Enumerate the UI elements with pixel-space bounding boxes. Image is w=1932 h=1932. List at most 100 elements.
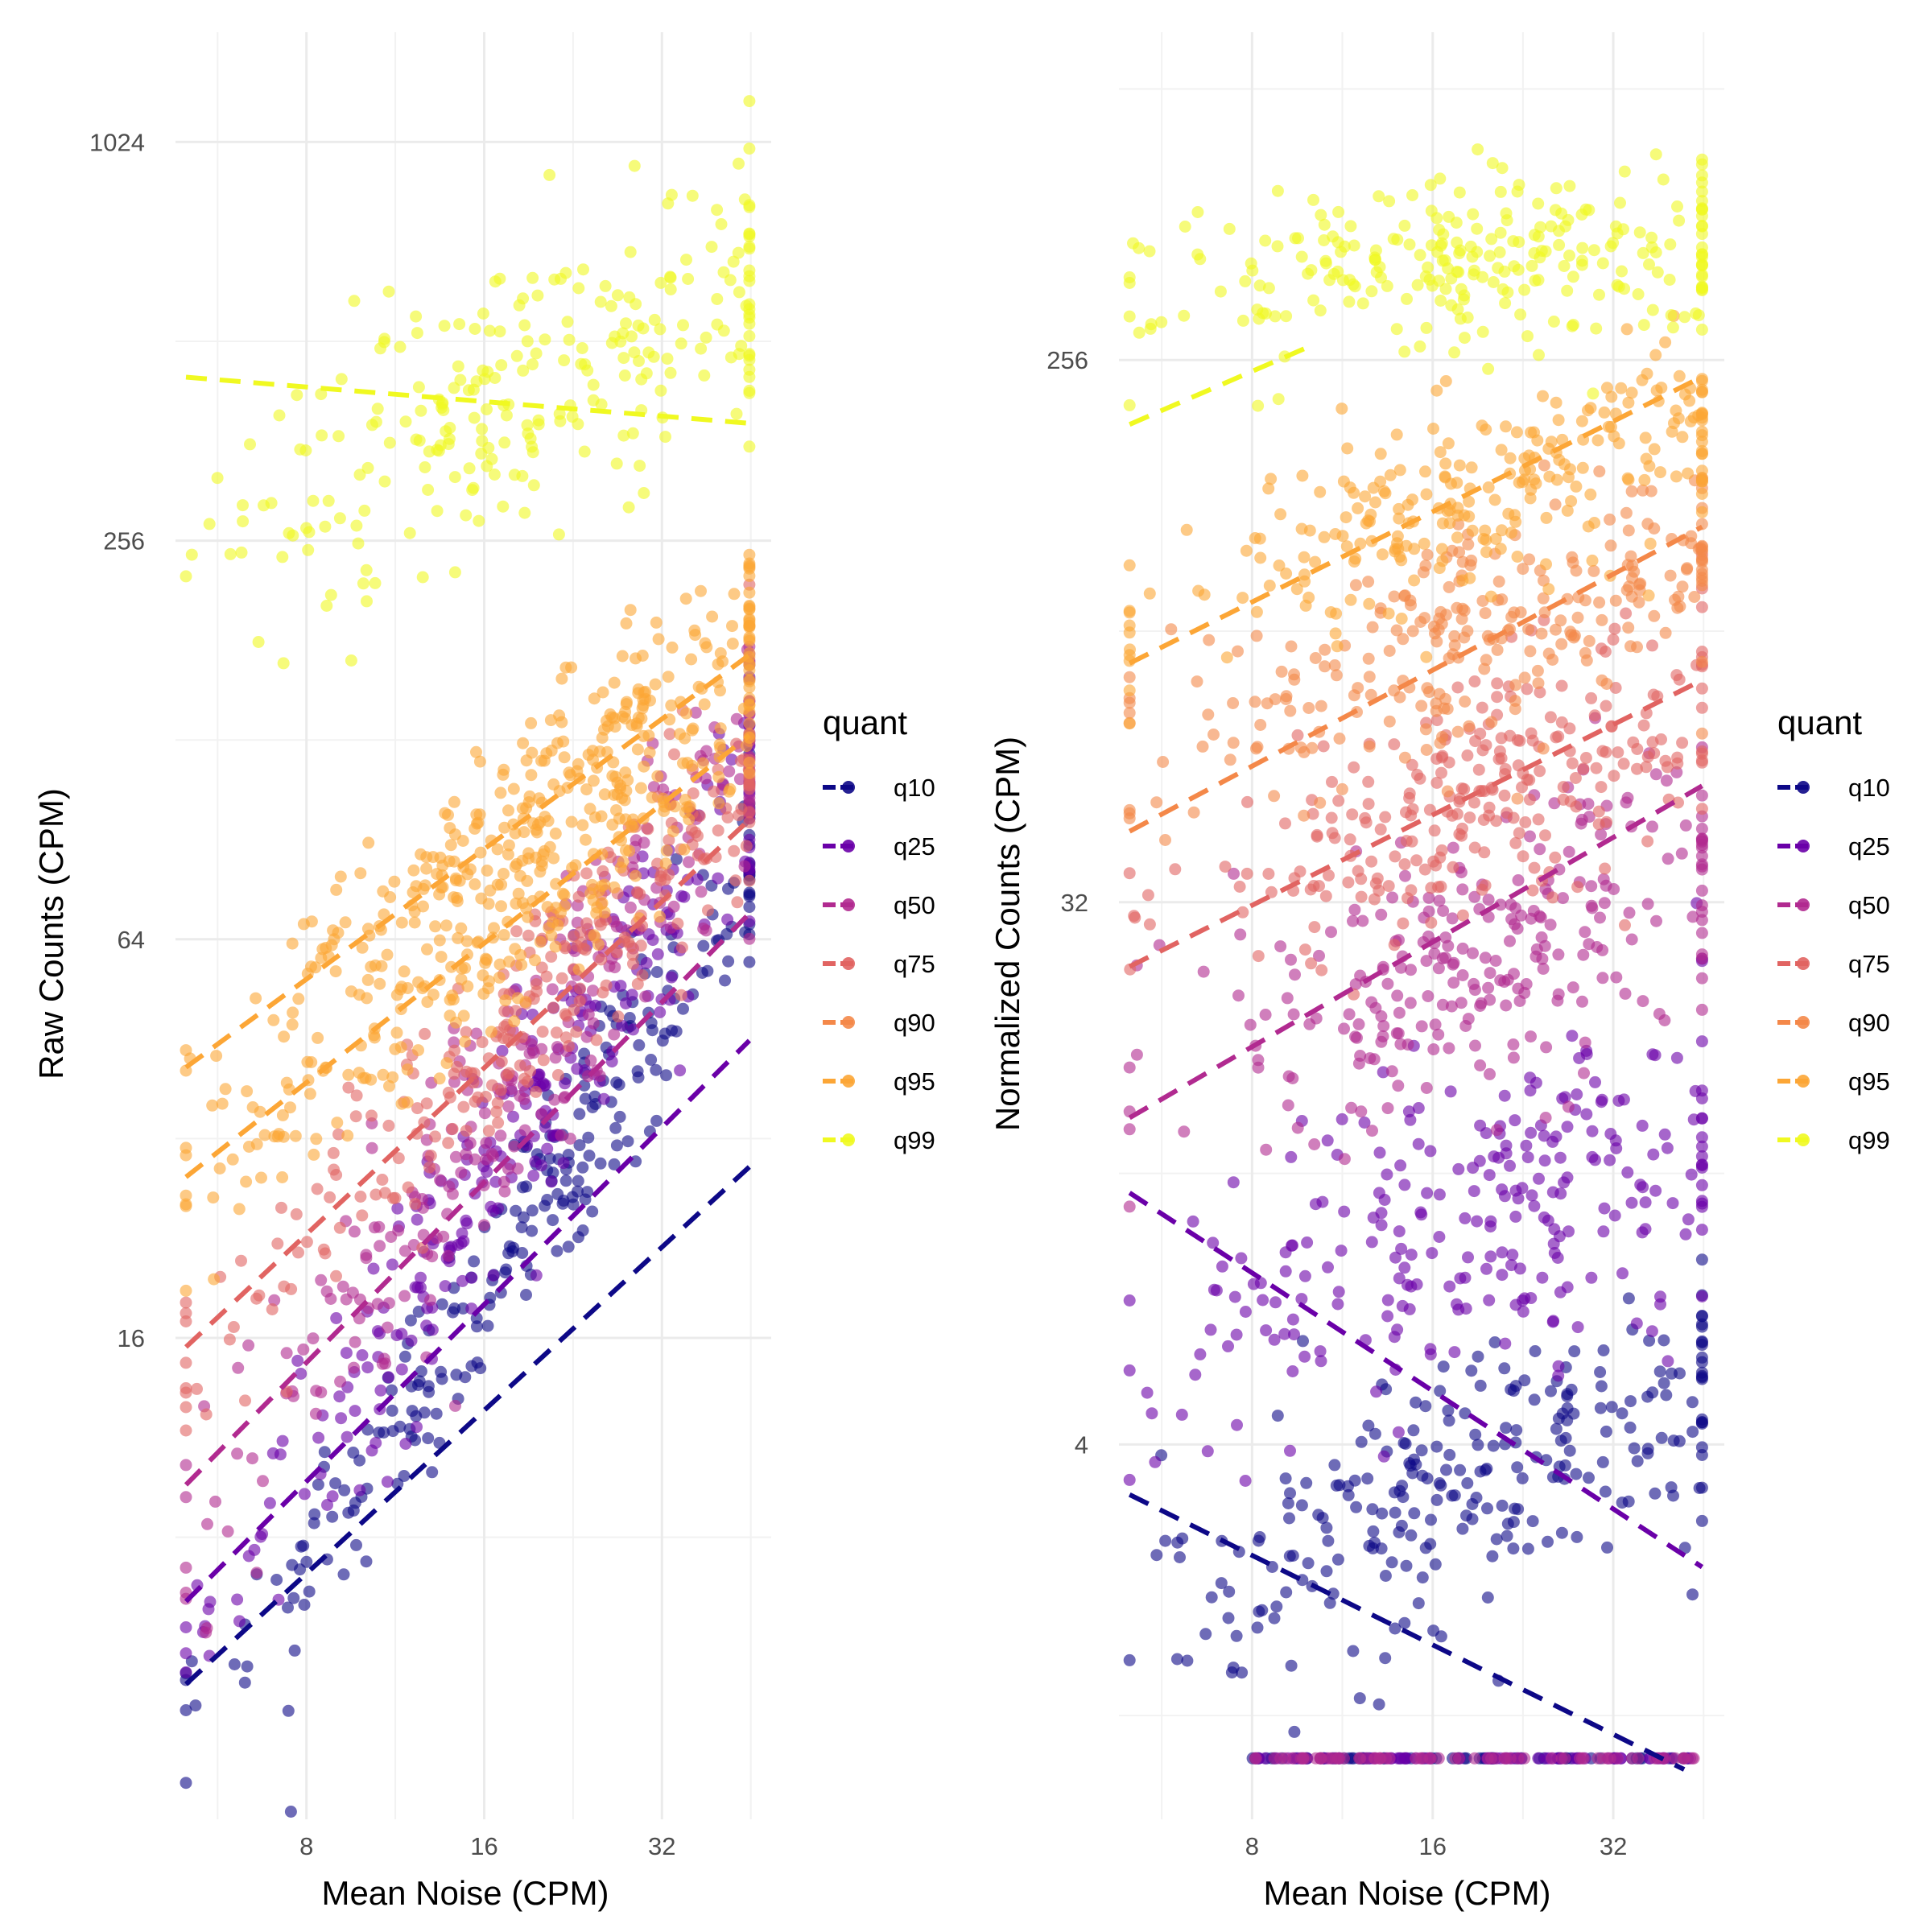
legend-label-q10: q10 xyxy=(894,774,935,802)
data-point-q25 xyxy=(1589,1154,1601,1166)
data-point-q50 xyxy=(1582,798,1595,811)
data-point-q25 xyxy=(1412,1137,1425,1150)
data-point-q90 xyxy=(608,881,621,894)
data-point-q50 xyxy=(1468,977,1480,990)
data-point-q50 xyxy=(1436,952,1449,964)
data-point-q90 xyxy=(651,770,664,782)
data-point-q90 xyxy=(1328,659,1341,671)
data-point-q10 xyxy=(516,1181,529,1194)
data-point-q99 xyxy=(577,263,589,276)
data-point-q99 xyxy=(1307,294,1320,307)
data-point-q10 xyxy=(1516,1472,1529,1484)
data-point-q99 xyxy=(1645,231,1658,244)
data-point-q90 xyxy=(1555,638,1568,650)
data-point-q90 xyxy=(497,868,510,880)
data-point-q10 xyxy=(1283,1550,1296,1563)
data-point-q75 xyxy=(743,779,756,792)
data-point-q10 xyxy=(1507,1385,1520,1397)
data-point-q99 xyxy=(353,469,366,481)
data-point-q10 xyxy=(1507,1542,1520,1555)
data-point-q90 xyxy=(1695,579,1708,592)
data-point-q75 xyxy=(570,1026,583,1038)
data-point-q75 xyxy=(1308,921,1321,934)
data-point-q50 xyxy=(180,1491,192,1504)
data-point-q50 xyxy=(582,1008,595,1021)
data-point-q75 xyxy=(494,1084,507,1096)
data-point-q99 xyxy=(1435,237,1448,250)
data-point-q50 xyxy=(1352,1018,1365,1030)
data-point-q99 xyxy=(203,518,216,530)
data-point-q95 xyxy=(649,678,662,691)
data-point-q99 xyxy=(743,311,756,324)
data-point-q95 xyxy=(1400,539,1413,552)
data-point-q95 xyxy=(1123,717,1136,730)
data-point-q90 xyxy=(1580,654,1593,667)
data-point-q99 xyxy=(527,479,540,492)
data-point-q99 xyxy=(1259,234,1272,247)
data-point-q25 xyxy=(1484,1220,1496,1233)
data-point-q10 xyxy=(1205,1591,1218,1604)
data-point-q50 xyxy=(1377,1030,1389,1042)
data-point-q90 xyxy=(1352,682,1364,695)
data-point-q10 xyxy=(586,1205,599,1218)
data-point-q99 xyxy=(1514,308,1527,321)
data-point-q95 xyxy=(494,786,507,799)
data-point-q99 xyxy=(1665,309,1678,321)
baseline-point-q50 xyxy=(1575,1752,1588,1765)
data-point-q50 xyxy=(398,1245,411,1257)
data-point-q99 xyxy=(1327,230,1340,243)
data-point-q75 xyxy=(1169,863,1182,876)
data-point-q90 xyxy=(1688,591,1701,603)
trend-line-q99 xyxy=(185,374,750,426)
data-point-q50 xyxy=(1366,1125,1378,1137)
data-point-q75 xyxy=(675,989,687,1001)
data-point-q95 xyxy=(1673,369,1686,382)
data-point-q50 xyxy=(689,706,702,719)
data-point-q25 xyxy=(266,1447,279,1459)
data-point-q99 xyxy=(436,398,448,411)
data-point-q99 xyxy=(411,327,423,340)
data-point-q95 xyxy=(582,749,595,762)
data-point-q95 xyxy=(1384,469,1397,481)
baseline-point-q50 xyxy=(1338,1752,1350,1765)
data-point-q90 xyxy=(572,963,585,976)
data-point-q95 xyxy=(354,867,367,880)
data-point-q10 xyxy=(1348,1474,1361,1487)
data-point-q99 xyxy=(454,374,467,386)
data-point-q25 xyxy=(1187,1215,1199,1228)
data-point-q99 xyxy=(1344,220,1357,233)
data-point-q99 xyxy=(1356,297,1369,310)
data-point-q25 xyxy=(1123,1364,1136,1377)
data-point-q50 xyxy=(548,1093,561,1106)
data-point-q10 xyxy=(1481,1502,1493,1515)
data-point-q99 xyxy=(1533,349,1545,361)
data-point-q90 xyxy=(502,848,514,861)
data-point-q99 xyxy=(1484,250,1496,262)
data-point-q95 xyxy=(588,692,601,705)
data-point-q25 xyxy=(541,1142,554,1155)
data-point-q95 xyxy=(470,808,483,821)
data-point-q25 xyxy=(665,971,678,984)
data-point-q90 xyxy=(1455,613,1468,625)
data-point-q25 xyxy=(539,1121,551,1133)
data-point-q10 xyxy=(1501,1530,1513,1542)
data-point-q10 xyxy=(573,1139,586,1152)
data-point-q95 xyxy=(1479,524,1492,537)
data-point-q25 xyxy=(1480,1262,1492,1275)
data-point-q90 xyxy=(630,869,642,882)
data-point-q75 xyxy=(382,1119,395,1132)
data-point-q25 xyxy=(1321,1134,1334,1147)
data-point-q95 xyxy=(469,878,481,890)
data-point-q25 xyxy=(1554,1151,1567,1164)
data-point-q10 xyxy=(1600,1425,1612,1438)
data-point-q75 xyxy=(731,896,744,909)
data-point-q95 xyxy=(619,705,632,718)
data-point-q90 xyxy=(1441,785,1454,798)
data-point-q99 xyxy=(743,275,756,287)
data-point-q99 xyxy=(548,273,561,286)
data-point-q25 xyxy=(295,1368,308,1380)
data-point-q95 xyxy=(620,617,633,630)
data-point-q75 xyxy=(547,1001,559,1014)
data-point-q75 xyxy=(1513,827,1525,840)
data-point-q25 xyxy=(1670,1051,1683,1064)
